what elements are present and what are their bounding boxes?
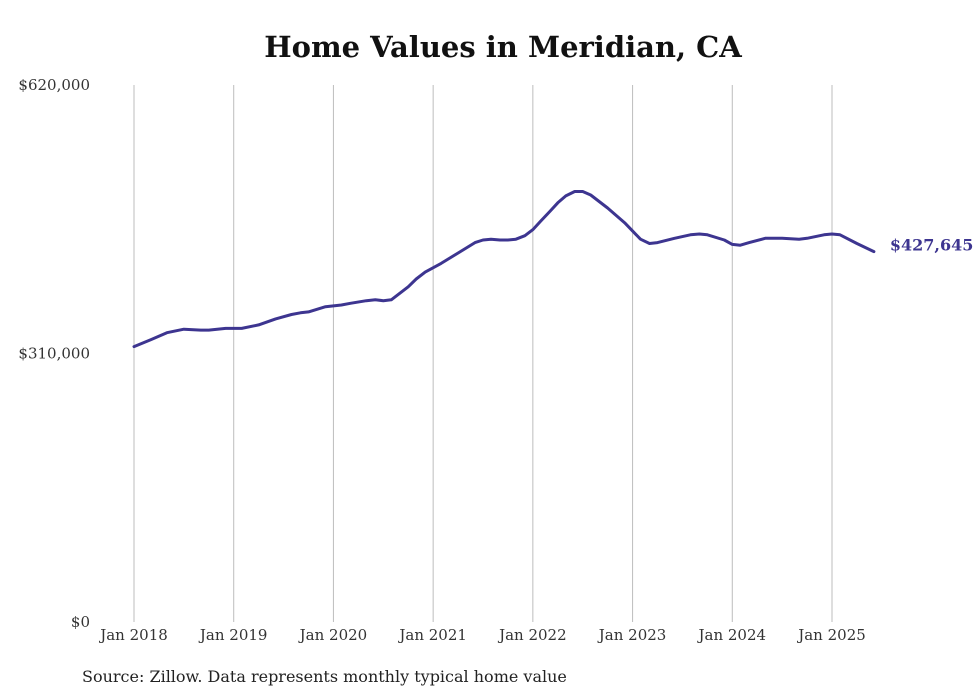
y-tick-label-1: $310,000 xyxy=(18,345,90,363)
source-note: Source: Zillow. Data represents monthly … xyxy=(82,667,567,686)
chart-title: Home Values in Meridian, CA xyxy=(264,30,742,64)
end-value-label: $427,645 xyxy=(890,236,974,255)
x-tick-label-6: Jan 2024 xyxy=(697,626,767,644)
series-line-0 xyxy=(132,190,876,349)
x-tick-label-4: Jan 2022 xyxy=(497,626,567,644)
y-axis-ticks: $0 $310,000 $620,000 xyxy=(18,76,90,631)
y-tick-label-2: $620,000 xyxy=(18,76,90,94)
x-tick-label-3: Jan 2021 xyxy=(397,626,467,644)
x-tick-label-0: Jan 2018 xyxy=(98,626,168,644)
x-tick-label-1: Jan 2019 xyxy=(198,626,268,644)
x-axis-ticks: Jan 2018 Jan 2019 Jan 2020 Jan 2021 Jan 2022… xyxy=(98,626,866,644)
series-layer xyxy=(132,190,876,349)
x-tick-label-2: Jan 2020 xyxy=(298,626,368,644)
gridlines xyxy=(133,85,833,622)
y-tick-label-0: $0 xyxy=(71,613,90,631)
x-tick-label-7: Jan 2025 xyxy=(796,626,866,644)
end-label-layer: $427,645 xyxy=(890,236,974,255)
x-tick-label-5: Jan 2023 xyxy=(597,626,667,644)
